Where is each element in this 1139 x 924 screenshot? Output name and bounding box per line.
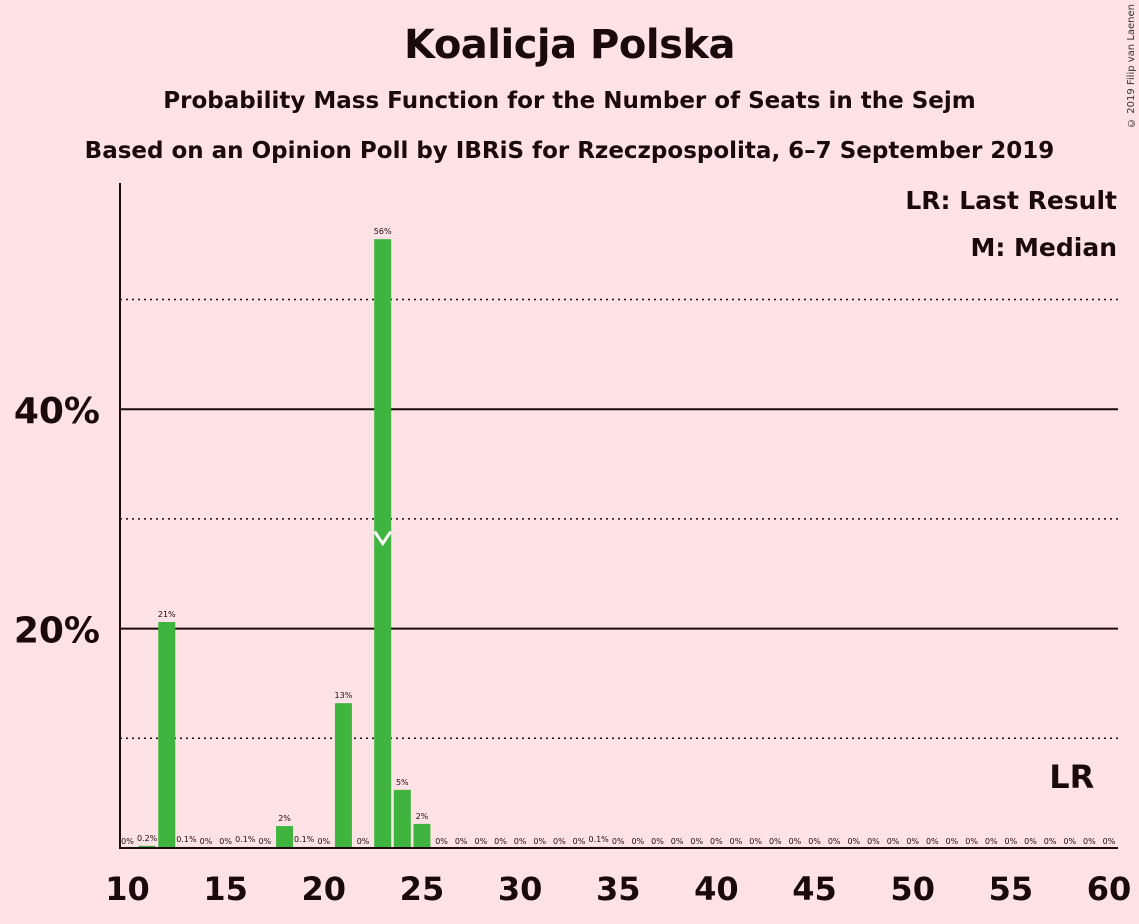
data-label-13: 0.1% [176,835,197,844]
data-label-22: 0% [357,837,370,846]
data-label-57: 0% [1044,837,1057,846]
data-label-54: 0% [985,837,998,846]
data-label-34: 0.1% [588,835,609,844]
data-label-21: 13% [335,691,353,700]
data-label-58: 0% [1063,837,1076,846]
legend-entry-1: M: Median [970,233,1117,262]
data-label-55: 0% [1004,837,1017,846]
data-label-28: 0% [474,837,487,846]
x-tick-label-30: 30 [498,870,543,908]
x-tick-label-15: 15 [203,870,248,908]
x-tick-label-40: 40 [694,870,739,908]
data-label-43: 0% [769,837,782,846]
data-label-39: 0% [690,837,703,846]
data-label-46: 0% [828,837,841,846]
data-label-38: 0% [671,837,684,846]
data-label-24: 5% [396,778,409,787]
x-tick-label-25: 25 [400,870,445,908]
data-label-44: 0% [789,837,802,846]
data-label-56: 0% [1024,837,1037,846]
x-tick-label-50: 50 [890,870,935,908]
data-label-35: 0% [612,837,625,846]
data-label-60: 0% [1103,837,1116,846]
data-label-59: 0% [1083,837,1096,846]
data-label-11: 0.2% [137,834,158,843]
data-label-45: 0% [808,837,821,846]
bar-12 [158,622,176,848]
data-label-18: 2% [278,814,291,823]
bar-25 [413,823,431,848]
x-tick-label-20: 20 [302,870,347,908]
data-label-23: 56% [374,227,392,236]
x-tick-label-35: 35 [596,870,641,908]
data-label-51: 0% [926,837,939,846]
data-label-42: 0% [749,837,762,846]
x-tick-label-60: 60 [1087,870,1132,908]
data-label-40: 0% [710,837,723,846]
data-label-12: 21% [158,610,176,619]
last-result-marker: LR [1049,758,1094,796]
data-label-19: 0.1% [294,835,315,844]
data-label-16: 0.1% [235,835,256,844]
data-label-27: 0% [455,837,468,846]
legend-entry-0: LR: Last Result [905,186,1117,215]
data-label-49: 0% [887,837,900,846]
bar-21 [334,703,352,848]
median-marker [373,530,392,547]
data-label-30: 0% [514,837,527,846]
x-tick-label-10: 10 [105,870,150,908]
data-label-53: 0% [965,837,978,846]
data-label-32: 0% [553,837,566,846]
data-label-15: 0% [219,837,232,846]
data-label-10: 0% [121,837,134,846]
data-label-33: 0% [573,837,586,846]
data-label-25: 2% [416,812,429,821]
data-label-17: 0% [259,837,272,846]
data-label-41: 0% [730,837,743,846]
y-tick-label-20: 20% [14,611,100,652]
data-label-36: 0% [632,837,645,846]
data-label-14: 0% [200,837,213,846]
data-label-31: 0% [533,837,546,846]
x-tick-label-55: 55 [989,870,1034,908]
chart-title: Koalicja Polska [404,22,735,68]
bar-11 [138,845,156,848]
data-label-52: 0% [946,837,959,846]
chart-subtitle-poll: Based on an Opinion Poll by IBRiS for Rz… [84,138,1055,164]
data-label-47: 0% [847,837,860,846]
data-label-37: 0% [651,837,664,846]
x-tick-label-45: 45 [792,870,837,908]
chart-subtitle: Probability Mass Function for the Number… [163,88,976,114]
data-label-29: 0% [494,837,507,846]
data-label-20: 0% [317,837,330,846]
data-label-50: 0% [906,837,919,846]
bar-24 [393,789,411,848]
y-tick-label-40: 40% [14,391,100,432]
data-label-26: 0% [435,837,448,846]
data-label-48: 0% [867,837,880,846]
bar-18 [276,826,294,848]
